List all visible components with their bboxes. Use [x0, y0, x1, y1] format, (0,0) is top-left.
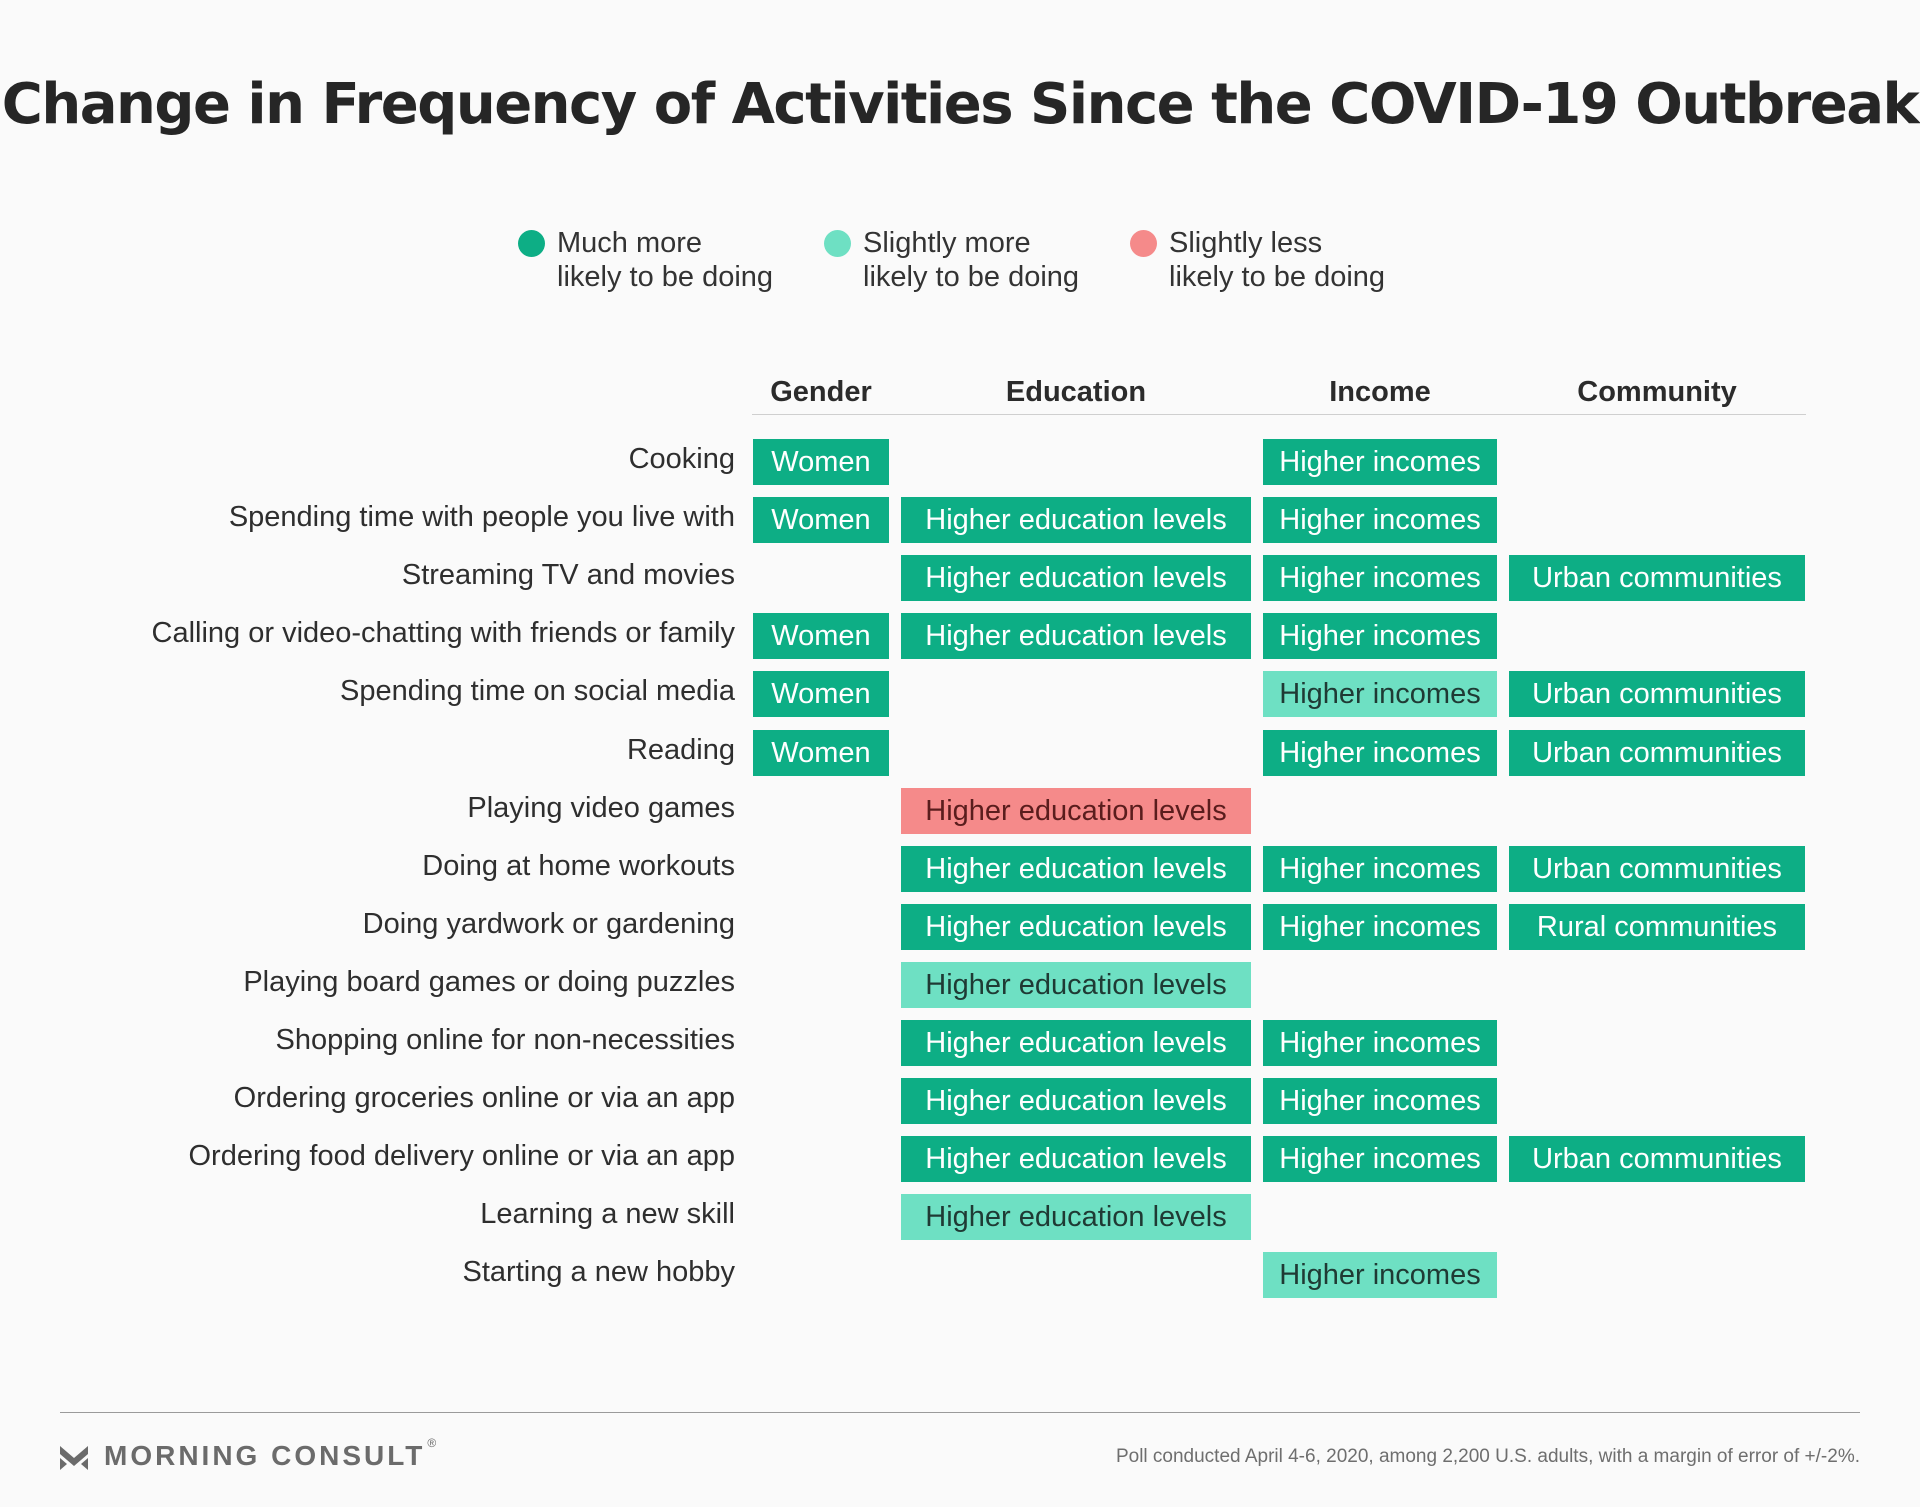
legend-label-line2: likely to be doing: [863, 261, 1080, 293]
header-divider: [752, 414, 1806, 415]
cell-gender-much-more: Women: [753, 671, 889, 718]
brand-name: MORNING CONSULT: [104, 1440, 426, 1471]
brand-registered-mark: ®: [427, 1436, 437, 1450]
legend-item-slightly-more: Slightly more likely to be doing: [824, 226, 1096, 294]
cell-community-much-more: Urban communities: [1509, 1136, 1805, 1183]
cell-education-much-more: Higher education levels: [901, 497, 1251, 544]
cell-income-much-more: Higher incomes: [1263, 1078, 1497, 1125]
cell-education-much-more: Higher education levels: [901, 555, 1251, 602]
legend-label-line2: likely to be doing: [557, 261, 774, 293]
row-label: Doing yardwork or gardening: [362, 907, 735, 940]
legend-label-line1: Slightly less: [1169, 227, 1323, 259]
source-note: Poll conducted April 4-6, 2020, among 2,…: [1115, 1446, 1860, 1467]
legend-label-line2: likely to be doing: [1169, 261, 1386, 293]
row-label: Reading: [626, 733, 735, 766]
row-label: Ordering food delivery online or via an …: [188, 1140, 736, 1173]
cell-gender-much-more: Women: [753, 613, 889, 660]
cell-gender-much-more: Women: [753, 729, 889, 776]
cell-education-slightly-more: Higher education levels: [901, 961, 1251, 1008]
legend-label-line1: Much more: [557, 227, 703, 259]
cell-community-much-more: Urban communities: [1509, 555, 1805, 602]
row-label: Streaming TV and movies: [401, 559, 735, 592]
cell-education-slightly-less: Higher education levels: [901, 787, 1251, 834]
legend: Much more likely to be doing Slightly mo…: [518, 226, 1402, 294]
cell-gender-much-more: Women: [753, 439, 889, 485]
cell-community-much-more: Urban communities: [1509, 845, 1805, 892]
cell-education-much-more: Higher education levels: [901, 1136, 1251, 1183]
legend-item-slightly-less: Slightly less likely to be doing: [1130, 226, 1402, 294]
footer-divider: [60, 1412, 1860, 1413]
cell-gender-much-more: Women: [753, 497, 889, 544]
cell-community-much-more: Urban communities: [1509, 729, 1805, 776]
cell-education-much-more: Higher education levels: [901, 1078, 1251, 1125]
legend-dot-much-more: [518, 230, 545, 257]
cell-education-slightly-more: Higher education levels: [901, 1194, 1251, 1241]
row-label: Playing video games: [467, 791, 735, 824]
cell-income-much-more: Higher incomes: [1263, 555, 1497, 602]
column-header-income: Income: [1329, 376, 1431, 408]
cell-income-much-more: Higher incomes: [1263, 1136, 1497, 1183]
row-label: Cooking: [628, 443, 735, 475]
legend-dot-slightly-less: [1130, 230, 1157, 257]
row-label: Doing at home workouts: [422, 849, 735, 882]
column-header-education: Education: [1005, 376, 1147, 408]
row-label: Shopping online for non-necessities: [275, 1024, 735, 1056]
row-label: Calling or video-chatting with friends o…: [151, 617, 735, 650]
cell-education-much-more: Higher education levels: [901, 845, 1251, 892]
column-header-gender: Gender: [770, 376, 872, 408]
cell-income-much-more: Higher incomes: [1263, 1020, 1497, 1066]
chart-title: Change in Frequency of Activities Since …: [1, 72, 1920, 137]
row-label: Starting a new hobby: [462, 1256, 735, 1289]
cell-income-much-more: Higher incomes: [1263, 497, 1497, 544]
morning-consult-logo-icon: [60, 1446, 88, 1470]
cell-education-much-more: Higher education levels: [901, 903, 1251, 950]
row-label: Ordering groceries online or via an app: [233, 1082, 735, 1115]
cell-community-much-more: Rural communities: [1509, 903, 1805, 950]
legend-label-line1: Slightly more: [863, 227, 1031, 259]
row-label: Spending time on social media: [340, 675, 735, 708]
column-header-community: Community: [1577, 376, 1737, 408]
brand: MORNING CONSULT ®: [58, 1436, 436, 1472]
cell-income-much-more: Higher incomes: [1263, 729, 1497, 776]
row-label: Learning a new skill: [480, 1198, 735, 1231]
legend-dot-slightly-more: [824, 230, 851, 257]
cell-income-much-more: Higher incomes: [1263, 439, 1497, 485]
row-label: Spending time with people you live with: [228, 501, 735, 534]
cell-income-slightly-more: Higher incomes: [1263, 1252, 1497, 1299]
cell-education-much-more: Higher education levels: [901, 613, 1251, 660]
cell-community-much-more: Urban communities: [1509, 671, 1805, 718]
cell-education-much-more: Higher education levels: [901, 1020, 1251, 1066]
legend-item-much-more: Much more likely to be doing: [518, 226, 790, 294]
cell-income-much-more: Higher incomes: [1263, 613, 1497, 660]
cell-income-slightly-more: Higher incomes: [1263, 671, 1497, 718]
cell-income-much-more: Higher incomes: [1263, 903, 1497, 950]
row-label: Playing board games or doing puzzles: [243, 965, 735, 998]
cell-income-much-more: Higher incomes: [1263, 845, 1497, 892]
